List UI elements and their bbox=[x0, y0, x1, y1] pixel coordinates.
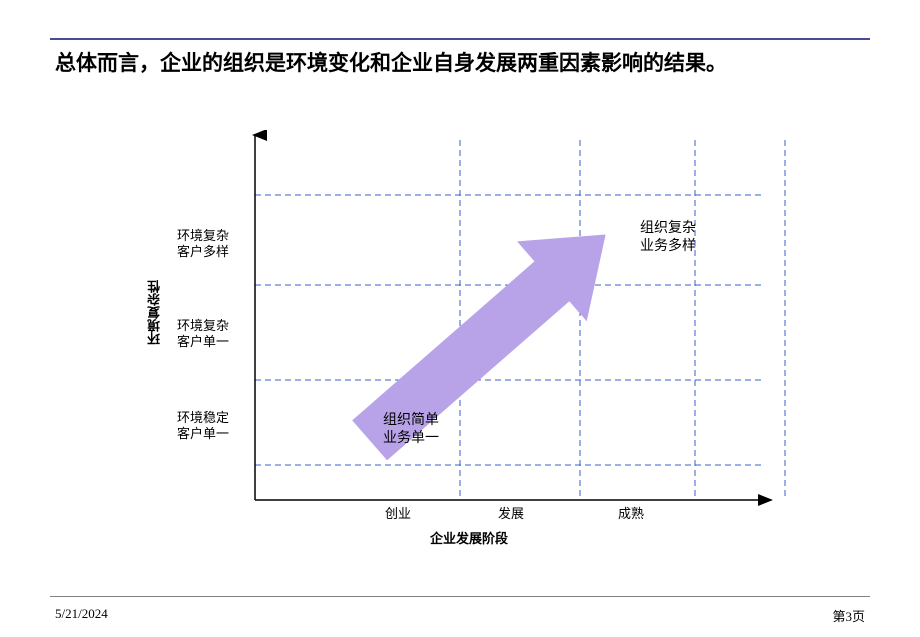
box-label: 组织复杂 业务多样 bbox=[640, 218, 696, 254]
x-tick-label: 创业 bbox=[385, 506, 411, 522]
footer-rule bbox=[50, 596, 870, 597]
page-title: 总体而言，企业的组织是环境变化和企业自身发展两重因素影响的结果。 bbox=[55, 50, 865, 78]
box-label: 组织简单 业务单一 bbox=[383, 410, 439, 446]
chart-svg bbox=[150, 130, 810, 550]
footer-date: 5/21/2024 bbox=[55, 606, 108, 622]
top-rule bbox=[50, 38, 870, 40]
x-axis-title: 企业发展阶段 bbox=[430, 528, 508, 547]
y-tick-label: 环境复杂 客户单一 bbox=[177, 318, 229, 351]
chart-area: 环境复杂性 企业发展阶段 环境复杂 客户多样环境复杂 客户单一环境稳定 客户单一… bbox=[150, 130, 810, 550]
y-tick-label: 环境复杂 客户多样 bbox=[177, 228, 229, 261]
x-tick-label: 成熟 bbox=[618, 506, 644, 522]
footer-page: 第3页 bbox=[832, 606, 865, 625]
y-tick-label: 环境稳定 客户单一 bbox=[177, 410, 229, 443]
y-axis-title: 环境复杂性 bbox=[145, 280, 164, 345]
x-tick-label: 发展 bbox=[498, 506, 524, 522]
